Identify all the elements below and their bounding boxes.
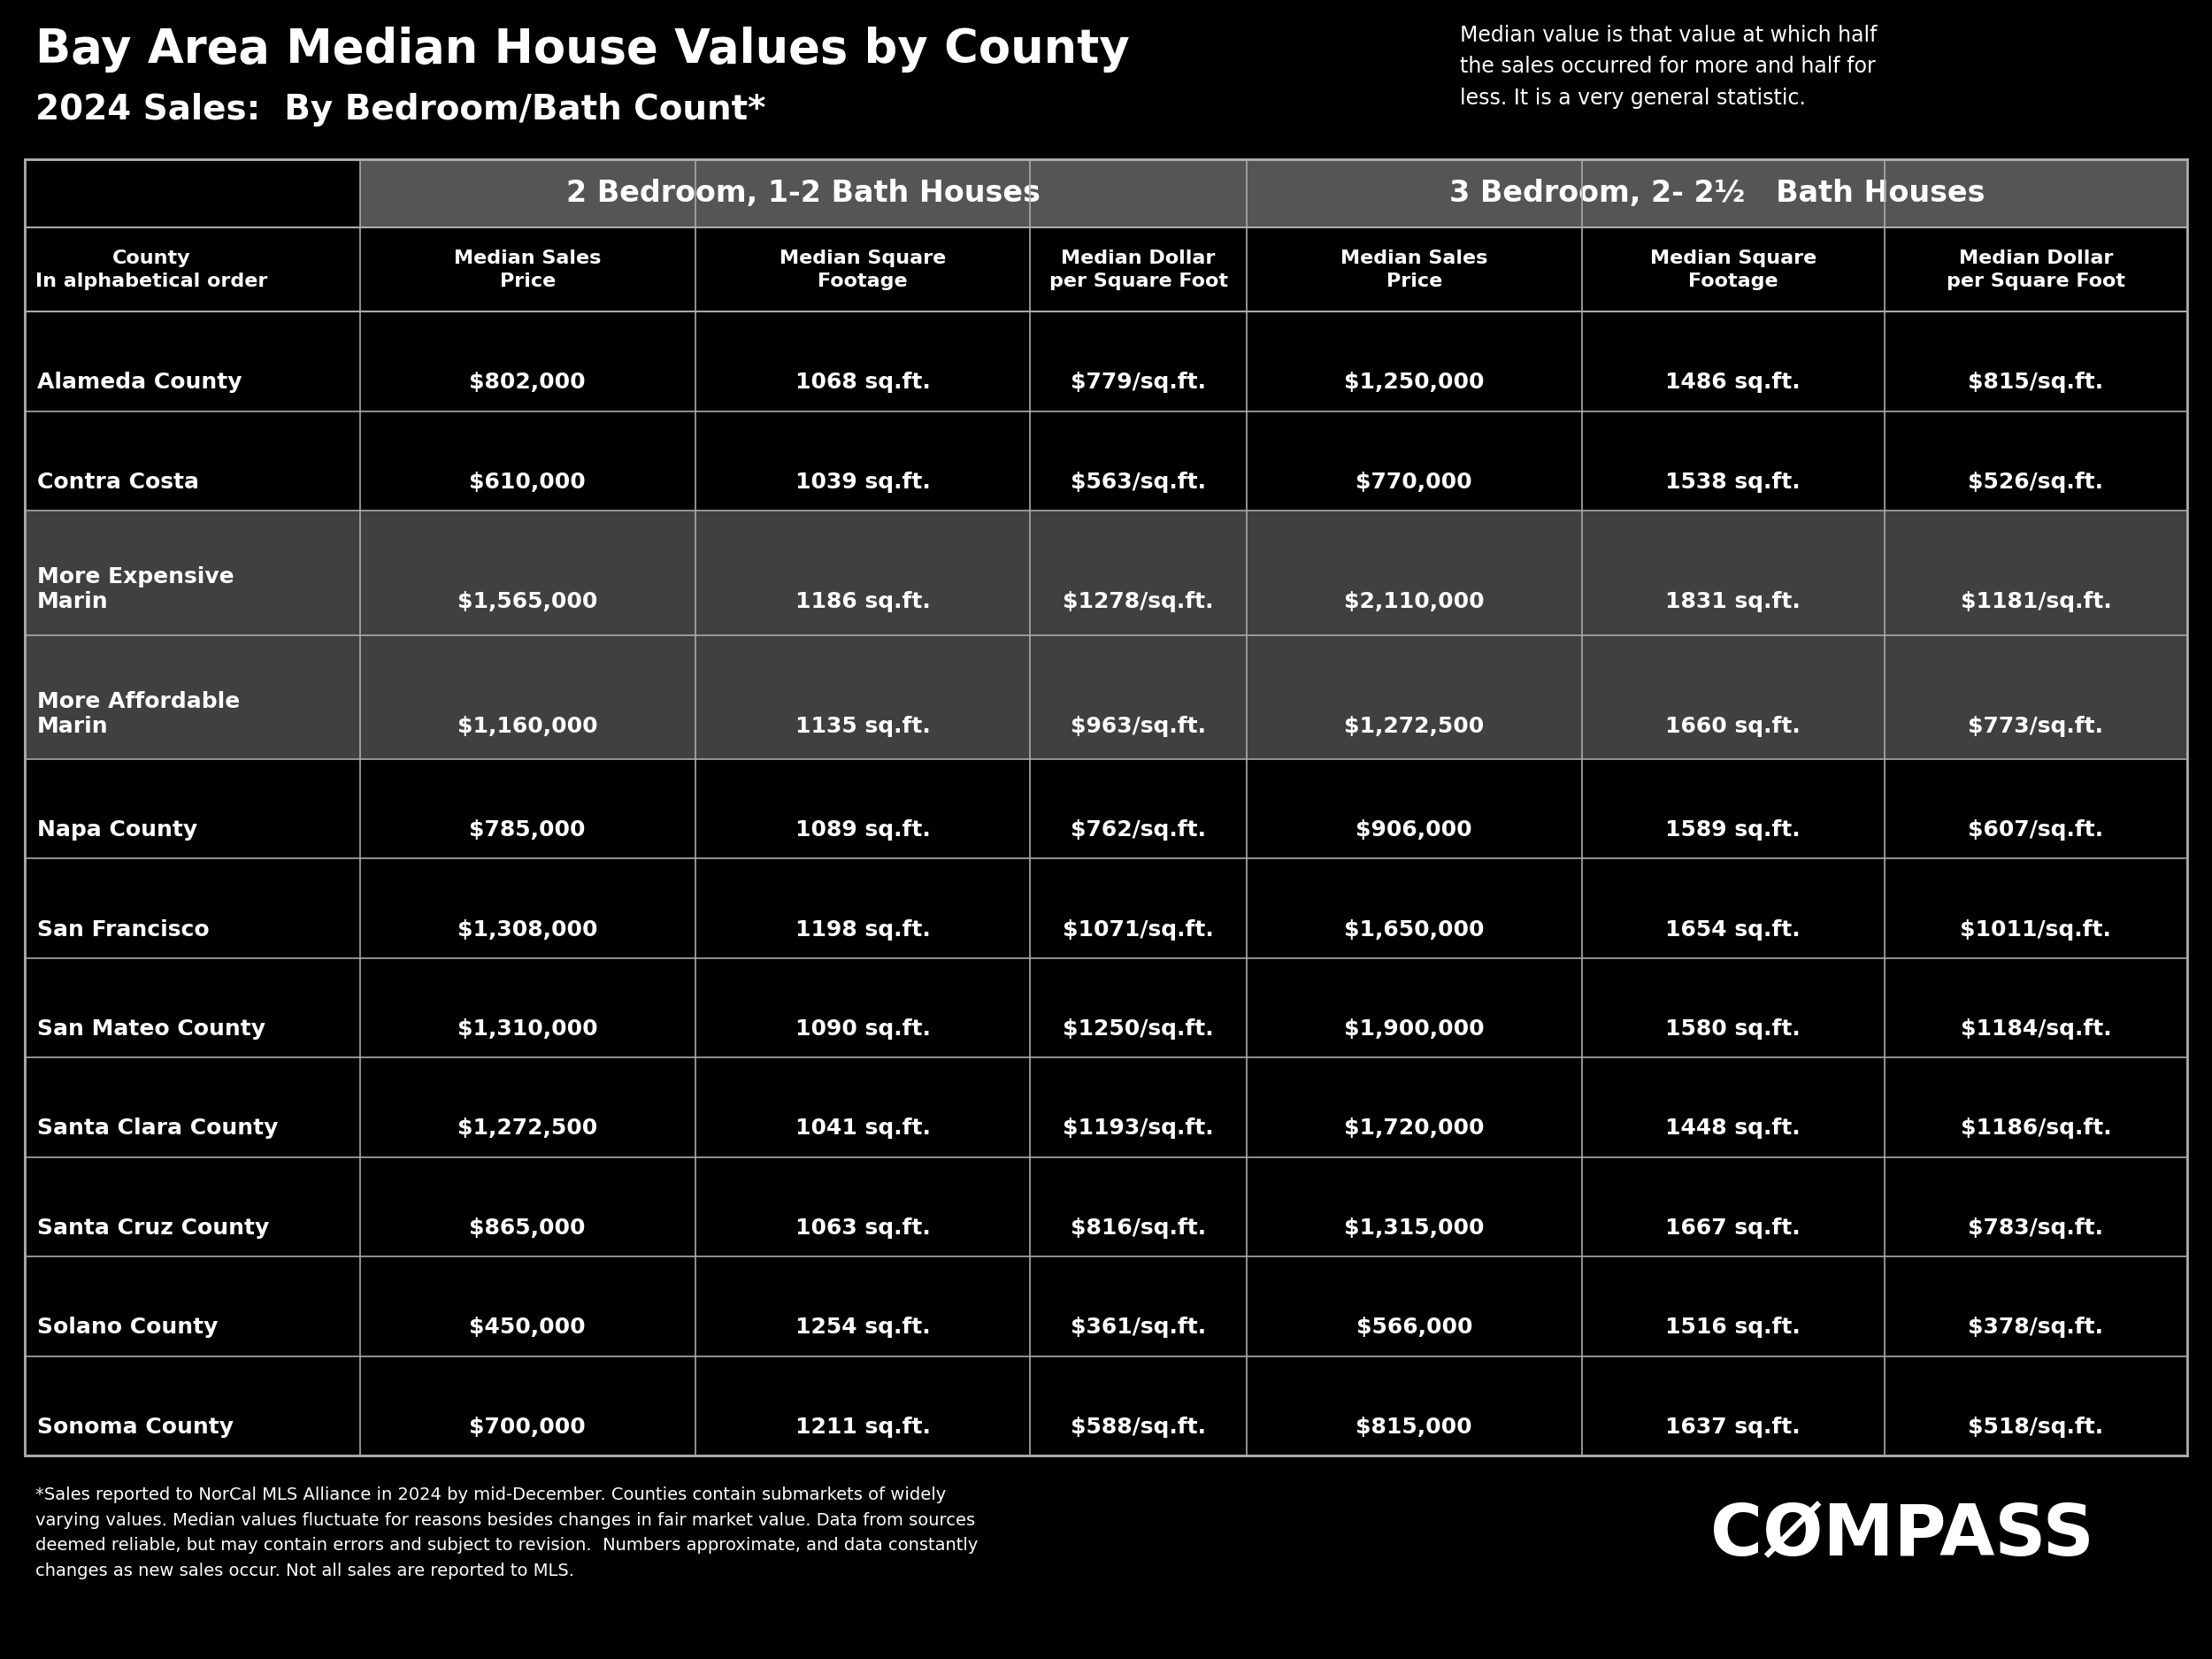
- Text: $1,272,500: $1,272,500: [1345, 715, 1484, 737]
- Text: 1637 sq.ft.: 1637 sq.ft.: [1666, 1417, 1801, 1438]
- Text: More Expensive
Marin: More Expensive Marin: [38, 567, 234, 612]
- Text: CØMPASS: CØMPASS: [1710, 1501, 2095, 1571]
- Text: $779/sq.ft.: $779/sq.ft.: [1071, 372, 1206, 393]
- Text: 1211 sq.ft.: 1211 sq.ft.: [794, 1417, 931, 1438]
- Text: $700,000: $700,000: [469, 1417, 586, 1438]
- Text: $815,000: $815,000: [1356, 1417, 1473, 1438]
- Text: 1135 sq.ft.: 1135 sq.ft.: [794, 715, 931, 737]
- Text: $378/sq.ft.: $378/sq.ft.: [1969, 1317, 2104, 1339]
- Text: $563/sq.ft.: $563/sq.ft.: [1071, 471, 1206, 493]
- Text: 1068 sq.ft.: 1068 sq.ft.: [794, 372, 931, 393]
- Text: 1254 sq.ft.: 1254 sq.ft.: [794, 1317, 931, 1339]
- Text: 1538 sq.ft.: 1538 sq.ft.: [1666, 471, 1801, 493]
- Text: $773/sq.ft.: $773/sq.ft.: [1969, 715, 2104, 737]
- Text: Santa Clara County: Santa Clara County: [38, 1118, 279, 1140]
- Bar: [361, 159, 1248, 227]
- Text: $526/sq.ft.: $526/sq.ft.: [1969, 471, 2104, 493]
- Text: $1,900,000: $1,900,000: [1345, 1019, 1484, 1040]
- Text: $865,000: $865,000: [469, 1218, 586, 1239]
- Text: 1041 sq.ft.: 1041 sq.ft.: [794, 1118, 931, 1140]
- Text: $785,000: $785,000: [469, 820, 586, 841]
- Text: $1193/sq.ft.: $1193/sq.ft.: [1064, 1118, 1214, 1140]
- Text: $1,720,000: $1,720,000: [1345, 1118, 1484, 1140]
- Text: Sonoma County: Sonoma County: [38, 1417, 234, 1438]
- Text: $566,000: $566,000: [1356, 1317, 1473, 1339]
- Text: Contra Costa: Contra Costa: [38, 471, 199, 493]
- Text: 1654 sq.ft.: 1654 sq.ft.: [1666, 919, 1801, 941]
- Bar: [24, 511, 2188, 635]
- Text: $1,310,000: $1,310,000: [458, 1019, 597, 1040]
- Text: San Mateo County: San Mateo County: [38, 1019, 265, 1040]
- Text: $783/sq.ft.: $783/sq.ft.: [1969, 1218, 2104, 1239]
- Bar: [24, 635, 2188, 760]
- Text: $1278/sq.ft.: $1278/sq.ft.: [1064, 591, 1214, 612]
- Text: 1448 sq.ft.: 1448 sq.ft.: [1666, 1118, 1801, 1140]
- Text: $1,272,500: $1,272,500: [458, 1118, 597, 1140]
- Text: 1660 sq.ft.: 1660 sq.ft.: [1666, 715, 1801, 737]
- Text: 1198 sq.ft.: 1198 sq.ft.: [794, 919, 931, 941]
- Text: $1,565,000: $1,565,000: [458, 591, 597, 612]
- Text: $1,250,000: $1,250,000: [1345, 372, 1484, 393]
- Text: Median Dollar
per Square Foot: Median Dollar per Square Foot: [1947, 249, 2126, 290]
- Text: 2024 Sales:  By Bedroom/Bath Count*: 2024 Sales: By Bedroom/Bath Count*: [35, 93, 765, 126]
- Text: Median Square
Footage: Median Square Footage: [1650, 249, 1816, 290]
- Text: Median Sales
Price: Median Sales Price: [453, 249, 602, 290]
- Text: $1,315,000: $1,315,000: [1345, 1218, 1484, 1239]
- Text: 1516 sq.ft.: 1516 sq.ft.: [1666, 1317, 1801, 1339]
- Bar: [24, 159, 2188, 1455]
- Text: San Francisco: San Francisco: [38, 919, 210, 941]
- Text: 2 Bedroom, 1-2 Bath Houses: 2 Bedroom, 1-2 Bath Houses: [566, 179, 1040, 207]
- Text: 1580 sq.ft.: 1580 sq.ft.: [1666, 1019, 1801, 1040]
- Text: 3 Bedroom, 2- 2½   Bath Houses: 3 Bedroom, 2- 2½ Bath Houses: [1449, 179, 1984, 207]
- Text: 1486 sq.ft.: 1486 sq.ft.: [1666, 372, 1801, 393]
- Text: $2,110,000: $2,110,000: [1345, 591, 1484, 612]
- Text: $816/sq.ft.: $816/sq.ft.: [1071, 1218, 1206, 1239]
- Text: Median Square
Footage: Median Square Footage: [779, 249, 947, 290]
- Text: $963/sq.ft.: $963/sq.ft.: [1071, 715, 1206, 737]
- Text: $1181/sq.ft.: $1181/sq.ft.: [1960, 591, 2112, 612]
- Text: $762/sq.ft.: $762/sq.ft.: [1071, 820, 1206, 841]
- Text: $770,000: $770,000: [1356, 471, 1473, 493]
- Text: $518/sq.ft.: $518/sq.ft.: [1969, 1417, 2104, 1438]
- Text: $802,000: $802,000: [469, 372, 586, 393]
- Text: More Affordable
Marin: More Affordable Marin: [38, 692, 239, 737]
- Text: $1184/sq.ft.: $1184/sq.ft.: [1960, 1019, 2110, 1040]
- Text: Napa County: Napa County: [38, 820, 197, 841]
- Text: $588/sq.ft.: $588/sq.ft.: [1071, 1417, 1206, 1438]
- Text: Bay Area Median House Values by County: Bay Area Median House Values by County: [35, 27, 1130, 73]
- Text: Solano County: Solano County: [38, 1317, 219, 1339]
- Text: County
In alphabetical order: County In alphabetical order: [35, 249, 268, 290]
- Text: 1831 sq.ft.: 1831 sq.ft.: [1666, 591, 1801, 612]
- Text: Median Sales
Price: Median Sales Price: [1340, 249, 1489, 290]
- Text: $1250/sq.ft.: $1250/sq.ft.: [1064, 1019, 1214, 1040]
- Text: $1186/sq.ft.: $1186/sq.ft.: [1960, 1118, 2110, 1140]
- Text: 1039 sq.ft.: 1039 sq.ft.: [794, 471, 931, 493]
- Text: $906,000: $906,000: [1356, 820, 1473, 841]
- Text: $1,160,000: $1,160,000: [458, 715, 597, 737]
- Text: $450,000: $450,000: [469, 1317, 586, 1339]
- Text: 1667 sq.ft.: 1667 sq.ft.: [1666, 1218, 1801, 1239]
- Text: $607/sq.ft.: $607/sq.ft.: [1969, 820, 2104, 841]
- Text: $815/sq.ft.: $815/sq.ft.: [1969, 372, 2104, 393]
- Text: Median value is that value at which half
the sales occurred for more and half fo: Median value is that value at which half…: [1460, 25, 1878, 108]
- Text: 1090 sq.ft.: 1090 sq.ft.: [794, 1019, 931, 1040]
- Text: $361/sq.ft.: $361/sq.ft.: [1071, 1317, 1206, 1339]
- Text: $1071/sq.ft.: $1071/sq.ft.: [1064, 919, 1214, 941]
- Text: $1,308,000: $1,308,000: [458, 919, 597, 941]
- Text: 1063 sq.ft.: 1063 sq.ft.: [794, 1218, 931, 1239]
- Text: *Sales reported to NorCal MLS Alliance in 2024 by mid-December. Counties contain: *Sales reported to NorCal MLS Alliance i…: [35, 1486, 978, 1579]
- Text: Median Dollar
per Square Foot: Median Dollar per Square Foot: [1048, 249, 1228, 290]
- Bar: [1248, 159, 2188, 227]
- Text: $1011/sq.ft.: $1011/sq.ft.: [1960, 919, 2112, 941]
- Text: 1089 sq.ft.: 1089 sq.ft.: [794, 820, 931, 841]
- Text: Alameda County: Alameda County: [38, 372, 241, 393]
- Text: $610,000: $610,000: [469, 471, 586, 493]
- Text: 1186 sq.ft.: 1186 sq.ft.: [794, 591, 931, 612]
- Text: Santa Cruz County: Santa Cruz County: [38, 1218, 270, 1239]
- Text: 1589 sq.ft.: 1589 sq.ft.: [1666, 820, 1801, 841]
- Text: $1,650,000: $1,650,000: [1345, 919, 1484, 941]
